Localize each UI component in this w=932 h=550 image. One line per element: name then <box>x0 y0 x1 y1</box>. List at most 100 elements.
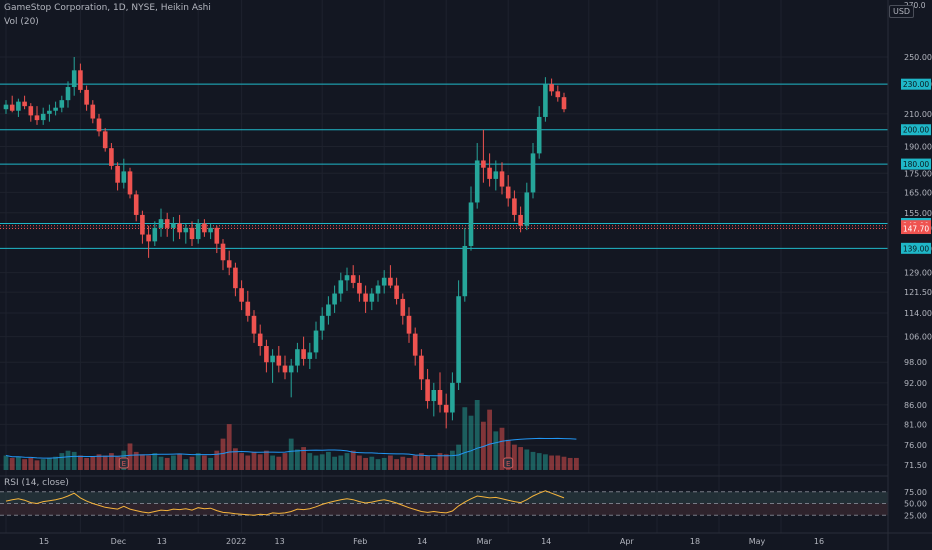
candle-body <box>350 275 356 283</box>
candle-body <box>462 245 468 297</box>
price-tick-label: 92.00 <box>904 379 927 388</box>
candle <box>381 270 387 294</box>
volume-bar <box>257 454 263 470</box>
candle-body <box>344 275 350 281</box>
candle <box>115 162 120 191</box>
volume-bar <box>295 449 300 470</box>
candle <box>462 227 468 302</box>
candle-body <box>177 223 182 233</box>
candle-body <box>121 171 127 183</box>
volume-bar <box>499 427 505 470</box>
candle-body <box>357 282 362 294</box>
candle <box>512 190 517 222</box>
volume-ma-line <box>5 437 577 459</box>
candle <box>214 225 220 254</box>
volume-bar <box>9 457 15 470</box>
candles <box>3 57 567 429</box>
volume-bar <box>530 451 536 470</box>
volume-bar <box>146 455 151 470</box>
candle <box>90 100 96 124</box>
candle <box>96 113 102 137</box>
candle-body <box>202 223 207 233</box>
candle <box>251 310 257 343</box>
candle-body <box>443 404 449 413</box>
price-tick-label: 114.00 <box>904 309 932 318</box>
volume-bar <box>158 456 164 470</box>
volume-bar <box>301 447 306 470</box>
candle <box>127 167 133 199</box>
candle-body <box>245 301 251 316</box>
volume-bar <box>78 455 83 470</box>
candle-body <box>59 100 65 108</box>
candle <box>102 128 108 152</box>
candle <box>493 160 499 191</box>
price-badge: 230.00 <box>901 78 931 90</box>
price-tick-label: 86.00 <box>904 401 927 410</box>
candle-body <box>9 104 15 111</box>
price-tick-label: 121.50 <box>904 288 932 297</box>
volume-bar <box>313 455 319 470</box>
candle <box>146 225 151 258</box>
price-badge: 200.00 <box>901 124 931 136</box>
candle-body <box>431 389 437 402</box>
candle <box>456 280 461 390</box>
candle-body <box>363 293 368 302</box>
candle <box>208 223 213 240</box>
volume-bar <box>65 450 71 470</box>
candle <box>425 368 430 409</box>
candle-body <box>220 243 226 261</box>
candle <box>295 342 300 373</box>
time-tick-label: 13 <box>275 537 285 546</box>
time-tick-label: 2022 <box>226 537 246 546</box>
volume-bar <box>127 443 133 470</box>
candle <box>505 175 511 207</box>
candle <box>431 382 437 417</box>
volume-bar <box>226 424 232 470</box>
volume-bar <box>90 456 96 470</box>
candle <box>301 336 306 366</box>
price-badge: 180.00 <box>901 158 931 170</box>
candle-body <box>47 110 52 114</box>
rsi-band-upper <box>0 491 888 504</box>
earnings-marker[interactable]: E <box>503 457 514 469</box>
candle <box>319 307 325 340</box>
volume-bar <box>412 455 418 470</box>
price-axis[interactable]: 270.0 250.00 230.00 210.00 190.00 175.00 165.0… <box>887 0 932 550</box>
earnings-marker[interactable]: E <box>118 457 129 469</box>
level-lines[interactable] <box>0 83 888 249</box>
volume-bar <box>437 453 443 470</box>
volume-bar <box>388 455 393 470</box>
candle-body <box>400 298 406 316</box>
volume-bar <box>171 455 176 470</box>
candle <box>233 262 238 297</box>
volume-bar <box>518 447 523 470</box>
candle-body <box>276 355 282 366</box>
candle <box>202 219 207 237</box>
candle <box>282 355 288 380</box>
candle-body <box>239 288 244 302</box>
candle <box>84 85 89 111</box>
price-badge-label: 139.00 <box>903 244 929 253</box>
volume-bar <box>543 454 548 470</box>
volume-bar <box>319 454 325 470</box>
volume-bar <box>549 455 554 470</box>
volume-bar <box>400 456 406 470</box>
candle-body <box>543 84 548 117</box>
volume-bar <box>338 455 344 470</box>
volume-bar <box>53 456 58 470</box>
volume-bar <box>164 457 170 470</box>
candle-body <box>16 101 21 111</box>
candle <box>245 290 251 322</box>
price-badge: 147.70 <box>901 223 931 235</box>
candle-body <box>419 355 424 380</box>
price-tick-label: 175.00 <box>904 169 932 178</box>
volume-bar <box>555 455 561 470</box>
volume-bar <box>288 438 294 470</box>
volume-bar <box>239 453 244 470</box>
candle-body <box>468 202 474 246</box>
currency-badge[interactable]: USD <box>889 5 915 18</box>
rsi-tick-label: 75.00 <box>904 488 927 497</box>
time-axis[interactable]: 15 Dec 13 2022 13 Feb 14 Mar 14 Apr 18 May 16 <box>0 532 932 546</box>
candle-body <box>555 91 561 98</box>
